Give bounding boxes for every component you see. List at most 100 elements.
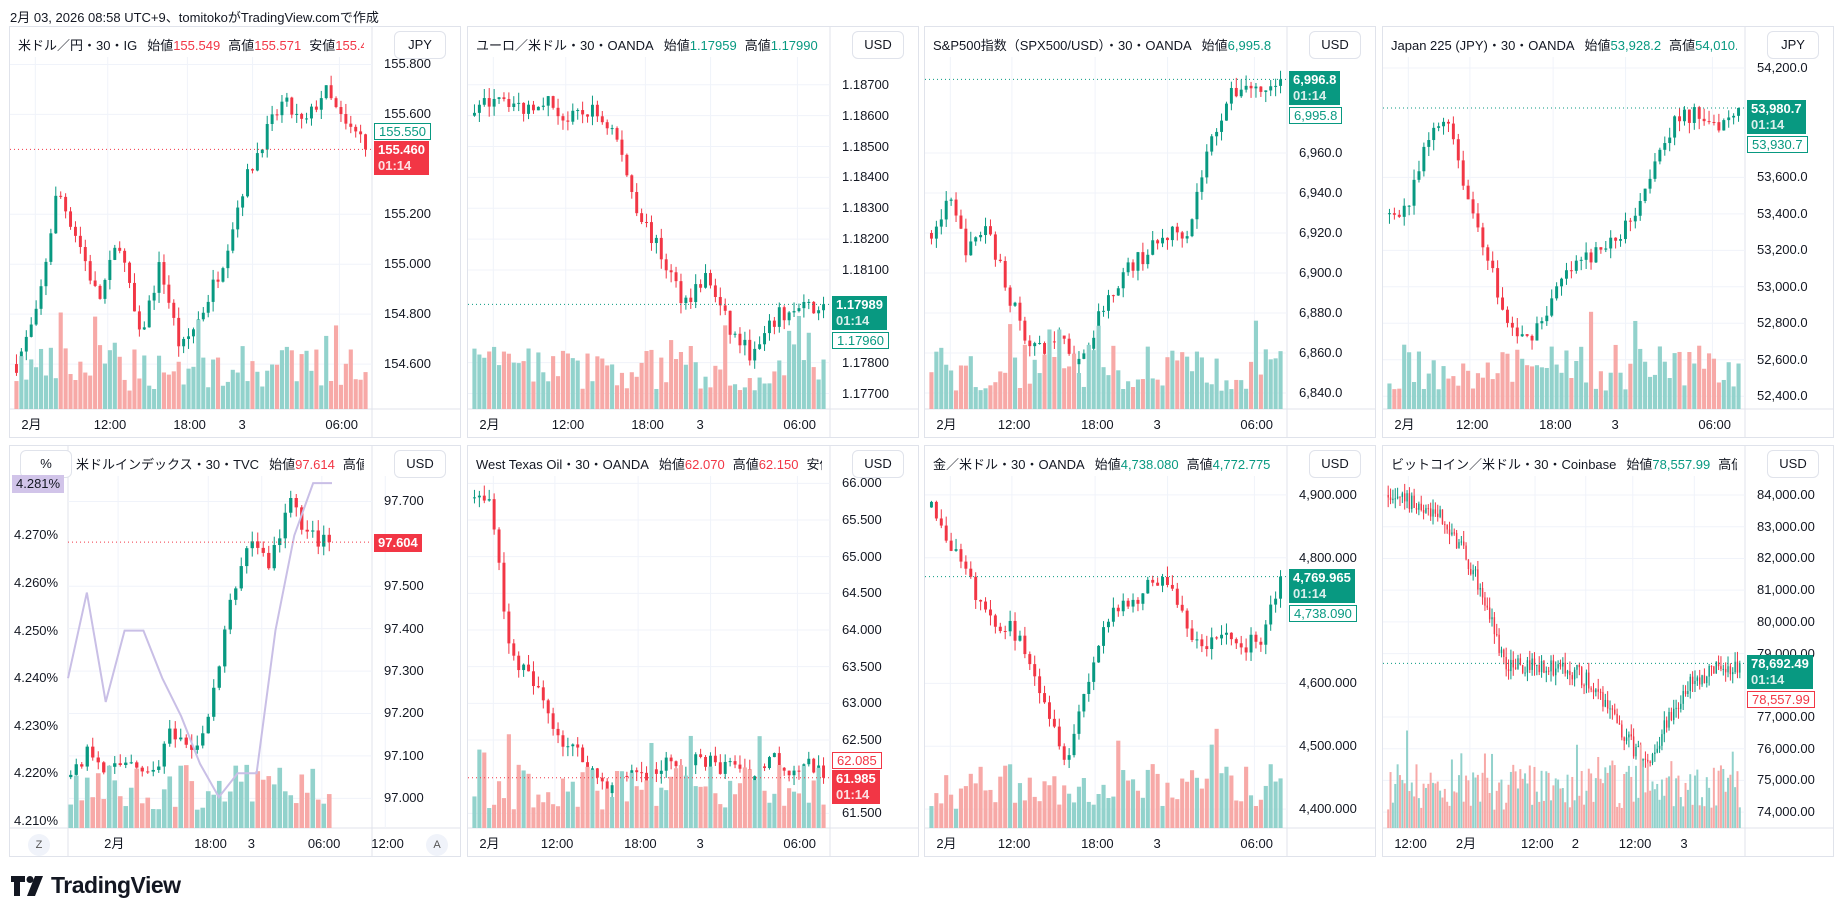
- volume-bar: [233, 765, 239, 828]
- symbol-title[interactable]: West Texas Oil・30・OANDA: [476, 457, 649, 472]
- volume-bar: [1389, 772, 1392, 828]
- currency-button[interactable]: USD: [1309, 31, 1361, 59]
- tradingview-logo[interactable]: TradingView: [11, 872, 181, 899]
- candle-body: [1185, 236, 1189, 239]
- volume-bar: [806, 332, 811, 409]
- volume-bar: [1194, 777, 1200, 828]
- volume-bar: [1505, 353, 1510, 409]
- volume-bar: [796, 793, 802, 828]
- candle: [1530, 334, 1534, 350]
- ohlc-value: 155.417: [335, 38, 364, 53]
- candle-body: [1239, 89, 1243, 97]
- volume-bar: [560, 778, 566, 828]
- currency-button[interactable]: USD: [852, 31, 904, 59]
- currency-button[interactable]: USD: [1767, 450, 1819, 478]
- volume-bar: [270, 364, 275, 409]
- currency-button[interactable]: USD: [1309, 450, 1361, 478]
- volume-bar: [299, 774, 305, 828]
- price-chart[interactable]: [10, 27, 461, 438]
- price-chart[interactable]: [468, 446, 919, 857]
- symbol-title[interactable]: 金／米ドル・30・OANDA: [933, 457, 1085, 472]
- candle-body: [1165, 577, 1169, 585]
- candle-body: [1732, 115, 1736, 118]
- ohlc-label: 始値: [1584, 38, 1611, 53]
- candle: [713, 278, 717, 303]
- price-chart[interactable]: [925, 446, 1376, 857]
- currency-button[interactable]: JPY: [1767, 31, 1819, 59]
- chart-panel[interactable]: 米ドル／円・30・IG始値155.549高値155.571安値155.417終値…: [9, 26, 461, 438]
- volume-bar: [1462, 801, 1465, 828]
- chart-panel[interactable]: Japan 225 (JPY)・30・OANDA 始値53,928.2 高値54,0…: [1382, 26, 1834, 438]
- price-tick-label: 54,200.0: [1757, 59, 1808, 75]
- chart-panel[interactable]: S&P500指数（SPX500/USD）・30・OANDA始値6,995.8高値…: [924, 26, 1376, 438]
- candle: [354, 124, 358, 138]
- candle-body: [497, 97, 501, 99]
- candle: [949, 532, 953, 552]
- candle-body: [74, 764, 78, 775]
- scale-zoom-button[interactable]: Z: [28, 834, 50, 856]
- candle-body: [129, 762, 133, 764]
- candle: [541, 680, 545, 709]
- candle: [1525, 333, 1529, 338]
- candle-body: [1444, 524, 1446, 526]
- candle-body: [1560, 278, 1564, 287]
- price-chart[interactable]: [1383, 446, 1834, 857]
- symbol-title[interactable]: 米ドル／円・30・IG: [18, 38, 138, 53]
- currency-button[interactable]: USD: [394, 450, 446, 478]
- candle-body: [206, 716, 210, 734]
- volume-bar: [93, 316, 98, 409]
- chart-panel[interactable]: ビットコイン／米ドル・30・Coinbase始値78,557.99高値...US…: [1382, 445, 1834, 857]
- symbol-title[interactable]: ビットコイン／米ドル・30・Coinbase: [1391, 457, 1617, 472]
- candle: [177, 307, 181, 357]
- ohlc-label: 高値: [228, 38, 255, 53]
- candle-body: [146, 771, 150, 773]
- candle: [1205, 635, 1209, 657]
- price-chart[interactable]: [10, 446, 461, 857]
- currency-button[interactable]: JPY: [394, 31, 446, 59]
- candle-body: [1722, 120, 1726, 131]
- volume-bar: [1507, 784, 1510, 828]
- candle: [1462, 530, 1465, 549]
- symbol-title[interactable]: Japan 225 (JPY)・30・OANDA: [1391, 38, 1575, 53]
- chart-panel[interactable]: 金／米ドル・30・OANDA始値4,738.080高値4,772.775安値..…: [924, 445, 1376, 857]
- chart-panel[interactable]: ユーロ／米ドル・30・OANDA始値1.17959高値1.17990安値...U…: [467, 26, 919, 438]
- volume-bar: [958, 365, 964, 409]
- candle-body: [1200, 177, 1204, 192]
- volume-bar: [659, 787, 664, 828]
- time-tick-label: 12:00: [551, 417, 585, 432]
- chart-panel[interactable]: 米ドルインデックス・30・TVC始値97.614高値...USD%97.7009…: [9, 445, 461, 857]
- candle: [1254, 83, 1258, 98]
- price-chart[interactable]: [468, 27, 919, 438]
- currency-button[interactable]: USD: [852, 450, 904, 478]
- volume-bar: [1397, 388, 1402, 409]
- candle: [69, 770, 73, 780]
- candle-body: [1632, 736, 1635, 757]
- auto-scale-button[interactable]: A: [426, 834, 448, 856]
- volume-bar: [1175, 360, 1180, 409]
- candle: [1691, 671, 1694, 693]
- candle: [1590, 686, 1592, 693]
- price-chart[interactable]: [925, 27, 1376, 438]
- volume-bar: [1466, 370, 1471, 409]
- candle: [1417, 160, 1421, 183]
- candle: [998, 622, 1002, 634]
- left-scale-unit-button[interactable]: %: [20, 450, 72, 478]
- candle-body: [1491, 617, 1493, 620]
- chart-panel[interactable]: West Texas Oil・30・OANDA 始値62.070 高値62.150 安…: [467, 445, 919, 857]
- candle: [1437, 504, 1439, 522]
- candle-body: [959, 215, 963, 229]
- price-chart[interactable]: [1383, 27, 1834, 438]
- symbol-title[interactable]: 米ドルインデックス・30・TVC: [76, 457, 260, 472]
- candle: [1465, 542, 1467, 561]
- volume-bar: [1165, 357, 1170, 409]
- candle: [1442, 117, 1446, 135]
- symbol-title[interactable]: ユーロ／米ドル・30・OANDA: [476, 38, 654, 53]
- volume-bar: [230, 369, 235, 409]
- volume-bar: [244, 764, 250, 828]
- volume-bar: [688, 735, 693, 828]
- candle-body: [625, 775, 629, 777]
- volume-bar: [1554, 778, 1557, 828]
- candle: [1514, 658, 1517, 670]
- symbol-title[interactable]: S&P500指数（SPX500/USD）・30・OANDA: [933, 38, 1192, 53]
- candle-body: [250, 541, 254, 549]
